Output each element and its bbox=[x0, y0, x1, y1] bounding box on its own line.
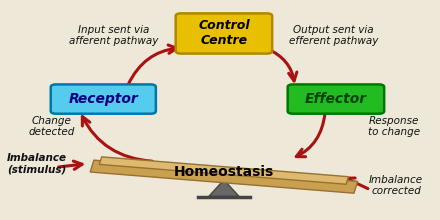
FancyBboxPatch shape bbox=[176, 13, 272, 54]
Polygon shape bbox=[209, 180, 239, 196]
Text: Imbalance
corrected: Imbalance corrected bbox=[369, 175, 423, 196]
Text: Receptor: Receptor bbox=[69, 92, 138, 106]
Text: Change
detected: Change detected bbox=[29, 116, 75, 137]
FancyBboxPatch shape bbox=[51, 84, 156, 114]
Text: Input sent via
afferent pathway: Input sent via afferent pathway bbox=[70, 25, 159, 46]
Text: Output sent via
efferent pathway: Output sent via efferent pathway bbox=[289, 25, 378, 46]
Polygon shape bbox=[90, 160, 358, 193]
Text: Homeostasis: Homeostasis bbox=[174, 165, 274, 179]
Text: Effector: Effector bbox=[305, 92, 367, 106]
Text: Imbalance
(stimulus): Imbalance (stimulus) bbox=[7, 153, 66, 174]
Polygon shape bbox=[99, 157, 348, 184]
Text: Control
Centre: Control Centre bbox=[198, 20, 250, 48]
Text: Response
to change: Response to change bbox=[368, 116, 420, 137]
FancyBboxPatch shape bbox=[288, 84, 384, 114]
